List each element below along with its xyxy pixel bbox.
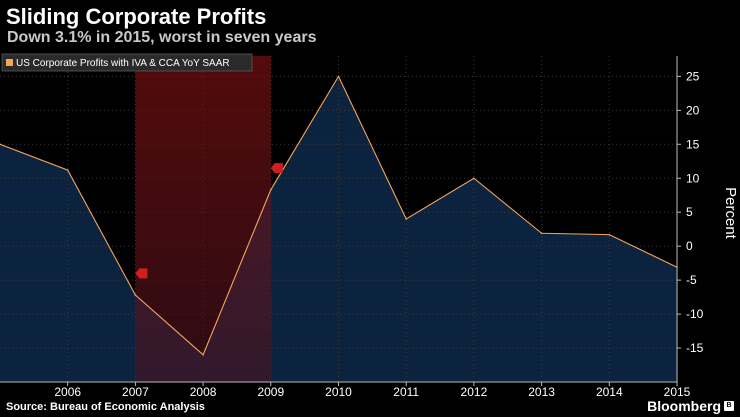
y-tick-label: 0 bbox=[686, 239, 693, 253]
brand-name: Bloomberg bbox=[647, 398, 721, 414]
y-axis-title: Percent bbox=[722, 187, 739, 240]
data-point bbox=[405, 218, 408, 220]
x-tick-label: 2010 bbox=[325, 385, 352, 399]
legend: US Corporate Profits with IVA & CCA YoY … bbox=[1, 53, 253, 72]
y-tick-label: -5 bbox=[686, 273, 697, 287]
chart-title: Sliding Corporate Profits bbox=[6, 4, 267, 29]
recession-band bbox=[135, 56, 271, 382]
series-area bbox=[0, 76, 677, 382]
data-point bbox=[608, 233, 611, 236]
legend-label: US Corporate Profits with IVA & CCA YoY … bbox=[16, 58, 230, 69]
y-tick-label: 5 bbox=[686, 205, 693, 219]
data-point bbox=[0, 143, 1, 146]
data-point bbox=[540, 232, 543, 235]
x-tick-label: 2011 bbox=[393, 385, 419, 399]
event-marker-icon bbox=[270, 163, 283, 174]
data-point bbox=[66, 169, 69, 171]
source-note: Source: Bureau of Economic Analysis bbox=[6, 401, 205, 413]
y-tick-label: 25 bbox=[686, 69, 700, 83]
x-tick-label: 2006 bbox=[54, 385, 81, 399]
data-point bbox=[473, 177, 475, 180]
legend-box bbox=[1, 53, 253, 72]
x-tick-label: 2015 bbox=[664, 385, 691, 399]
legend-swatch bbox=[6, 59, 13, 66]
x-tick-label: 2012 bbox=[461, 385, 488, 399]
y-tick-label: 15 bbox=[686, 137, 700, 151]
data-point bbox=[337, 75, 340, 78]
y-tick-label: -10 bbox=[686, 307, 704, 321]
data-point bbox=[202, 354, 204, 356]
x-tick-label: 2008 bbox=[190, 385, 217, 399]
x-tick-label: 2007 bbox=[122, 385, 149, 399]
data-point bbox=[134, 294, 137, 296]
event-marker-icon bbox=[135, 268, 148, 279]
y-tick-label: -15 bbox=[686, 341, 704, 355]
bloomberg-mark-icon: B bbox=[724, 401, 734, 411]
brand-logo: Bloomberg B bbox=[647, 398, 734, 414]
chart-subtitle: Down 3.1% in 2015, worst in seven years bbox=[7, 29, 317, 46]
x-tick-label: 2009 bbox=[257, 385, 284, 399]
x-tick-label: 2014 bbox=[596, 385, 623, 399]
data-point bbox=[270, 188, 272, 191]
y-tick-label: 20 bbox=[686, 103, 700, 117]
x-tick-label: 2013 bbox=[528, 385, 555, 399]
y-tick-label: 10 bbox=[686, 171, 700, 185]
